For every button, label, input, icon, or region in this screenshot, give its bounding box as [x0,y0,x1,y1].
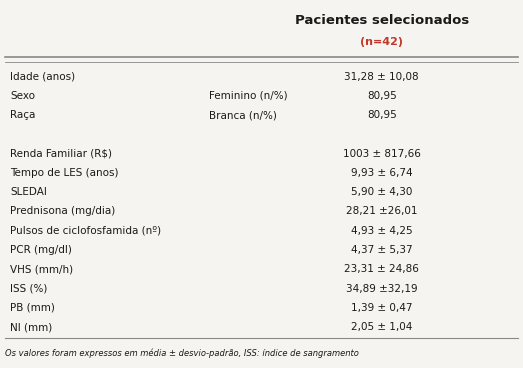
Text: Prednisona (mg/dia): Prednisona (mg/dia) [10,206,116,216]
Text: Branca (n/%): Branca (n/%) [209,110,277,120]
Text: Pacientes selecionados: Pacientes selecionados [294,14,469,27]
Text: Renda Familiar (R$): Renda Familiar (R$) [10,149,112,159]
Text: PB (mm): PB (mm) [10,303,55,313]
Text: SLEDAI: SLEDAI [10,187,48,197]
Text: 2,05 ± 1,04: 2,05 ± 1,04 [351,322,413,332]
Text: Pulsos de ciclofosfamida (nº): Pulsos de ciclofosfamida (nº) [10,226,162,236]
Text: Raça: Raça [10,110,36,120]
Text: 4,93 ± 4,25: 4,93 ± 4,25 [351,226,413,236]
Text: NI (mm): NI (mm) [10,322,53,332]
Text: 31,28 ± 10,08: 31,28 ± 10,08 [345,72,419,82]
Text: Feminino (n/%): Feminino (n/%) [209,91,288,101]
Text: 28,21 ±26,01: 28,21 ±26,01 [346,206,417,216]
Text: 34,89 ±32,19: 34,89 ±32,19 [346,284,417,294]
Text: 1003 ± 817,66: 1003 ± 817,66 [343,149,420,159]
Text: 80,95: 80,95 [367,110,396,120]
Text: 1,39 ± 0,47: 1,39 ± 0,47 [351,303,413,313]
Text: Os valores foram expressos em média ± desvio-padrão, ISS: índice de sangramento: Os valores foram expressos em média ± de… [5,348,359,358]
Text: 9,93 ± 6,74: 9,93 ± 6,74 [351,168,413,178]
Text: PCR (mg/dl): PCR (mg/dl) [10,245,72,255]
Text: 80,95: 80,95 [367,91,396,101]
Text: (n=42): (n=42) [360,37,403,47]
Text: Sexo: Sexo [10,91,36,101]
Text: 23,31 ± 24,86: 23,31 ± 24,86 [344,264,419,274]
Text: 4,37 ± 5,37: 4,37 ± 5,37 [351,245,413,255]
Text: ISS (%): ISS (%) [10,284,48,294]
Text: Tempo de LES (anos): Tempo de LES (anos) [10,168,119,178]
Text: Idade (anos): Idade (anos) [10,72,76,82]
Text: 5,90 ± 4,30: 5,90 ± 4,30 [351,187,413,197]
Text: VHS (mm/h): VHS (mm/h) [10,264,74,274]
